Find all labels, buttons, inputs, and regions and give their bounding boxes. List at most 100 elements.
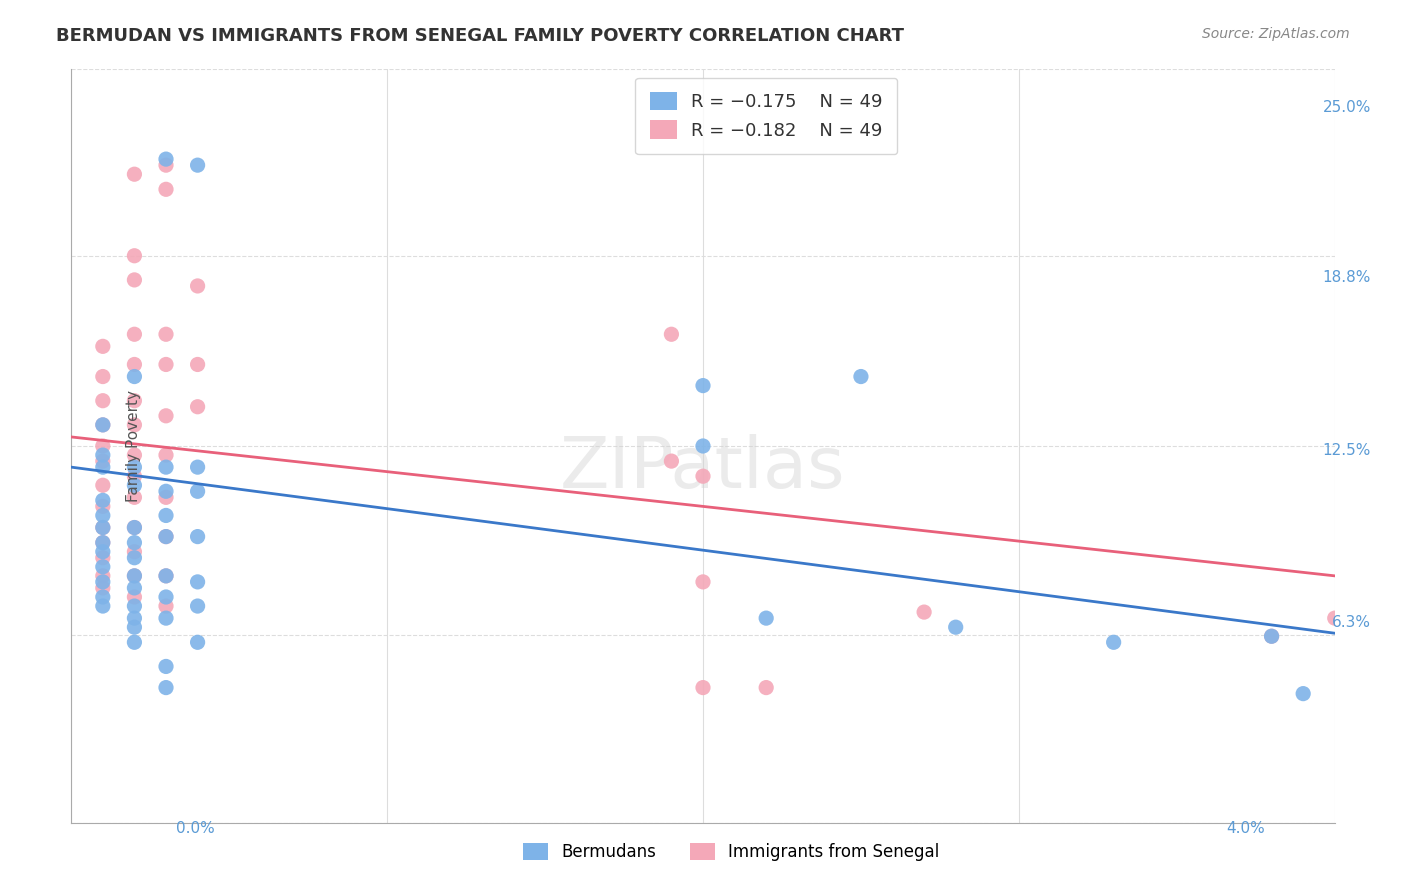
- Point: [155, 530, 177, 544]
- Point: [1292, 687, 1315, 701]
- Point: [124, 550, 146, 565]
- Point: [124, 535, 146, 549]
- Point: [124, 358, 146, 372]
- Point: [187, 279, 209, 293]
- Point: [124, 273, 146, 287]
- Text: 18.8%: 18.8%: [1323, 270, 1371, 285]
- Point: [187, 530, 209, 544]
- Legend: Bermudans, Immigrants from Senegal: Bermudans, Immigrants from Senegal: [510, 830, 952, 875]
- Text: ZIPatlas: ZIPatlas: [560, 434, 846, 503]
- Point: [187, 635, 209, 649]
- Point: [692, 469, 714, 483]
- Point: [91, 393, 114, 408]
- Point: [187, 460, 209, 475]
- Point: [91, 581, 114, 595]
- Point: [124, 520, 146, 534]
- Text: 4.0%: 4.0%: [1226, 821, 1265, 836]
- Point: [124, 569, 146, 583]
- Point: [155, 182, 177, 196]
- Text: 12.5%: 12.5%: [1323, 443, 1371, 458]
- Point: [124, 469, 146, 483]
- Point: [755, 611, 778, 625]
- Point: [124, 369, 146, 384]
- Point: [187, 599, 209, 613]
- Point: [155, 152, 177, 166]
- Point: [692, 681, 714, 695]
- Point: [155, 569, 177, 583]
- Point: [155, 460, 177, 475]
- Point: [155, 530, 177, 544]
- Point: [155, 599, 177, 613]
- Point: [692, 439, 714, 453]
- Point: [155, 508, 177, 523]
- Point: [124, 448, 146, 462]
- Point: [124, 590, 146, 604]
- Point: [692, 574, 714, 589]
- Point: [91, 493, 114, 508]
- Point: [1260, 629, 1282, 643]
- Point: [912, 605, 935, 619]
- Point: [91, 417, 114, 432]
- Point: [124, 620, 146, 634]
- Point: [155, 491, 177, 505]
- Point: [124, 417, 146, 432]
- Point: [91, 500, 114, 514]
- Point: [124, 460, 146, 475]
- Point: [155, 358, 177, 372]
- Point: [91, 520, 114, 534]
- Point: [124, 635, 146, 649]
- Point: [91, 439, 114, 453]
- Point: [124, 327, 146, 342]
- Text: 25.0%: 25.0%: [1323, 100, 1371, 114]
- Point: [124, 520, 146, 534]
- Point: [91, 508, 114, 523]
- Point: [187, 484, 209, 499]
- Point: [155, 158, 177, 172]
- Point: [91, 535, 114, 549]
- Point: [1323, 611, 1346, 625]
- Point: [661, 454, 683, 468]
- Point: [187, 158, 209, 172]
- Point: [91, 460, 114, 475]
- Point: [155, 484, 177, 499]
- Text: 0.0%: 0.0%: [176, 821, 215, 836]
- Text: 6.3%: 6.3%: [1331, 615, 1371, 630]
- Point: [91, 339, 114, 353]
- Point: [124, 599, 146, 613]
- Point: [155, 569, 177, 583]
- Point: [124, 544, 146, 558]
- Point: [124, 249, 146, 263]
- Point: [187, 358, 209, 372]
- Point: [91, 520, 114, 534]
- Point: [91, 369, 114, 384]
- Point: [91, 590, 114, 604]
- Text: Source: ZipAtlas.com: Source: ZipAtlas.com: [1202, 27, 1350, 41]
- Point: [155, 659, 177, 673]
- Point: [661, 327, 683, 342]
- Point: [124, 393, 146, 408]
- Point: [1260, 629, 1282, 643]
- Point: [91, 478, 114, 492]
- Point: [849, 369, 872, 384]
- Point: [124, 581, 146, 595]
- Point: [187, 574, 209, 589]
- Point: [155, 409, 177, 423]
- Point: [124, 491, 146, 505]
- Text: Family Poverty: Family Poverty: [127, 390, 141, 502]
- Point: [91, 448, 114, 462]
- Point: [91, 599, 114, 613]
- Text: BERMUDAN VS IMMIGRANTS FROM SENEGAL FAMILY POVERTY CORRELATION CHART: BERMUDAN VS IMMIGRANTS FROM SENEGAL FAMI…: [56, 27, 904, 45]
- Point: [91, 454, 114, 468]
- Point: [124, 569, 146, 583]
- Point: [187, 400, 209, 414]
- Point: [155, 611, 177, 625]
- Point: [155, 681, 177, 695]
- Point: [91, 574, 114, 589]
- Point: [91, 550, 114, 565]
- Point: [1102, 635, 1125, 649]
- Legend: R = −0.175    N = 49, R = −0.182    N = 49: R = −0.175 N = 49, R = −0.182 N = 49: [636, 78, 897, 154]
- Point: [91, 544, 114, 558]
- Point: [124, 611, 146, 625]
- Point: [155, 590, 177, 604]
- Point: [755, 681, 778, 695]
